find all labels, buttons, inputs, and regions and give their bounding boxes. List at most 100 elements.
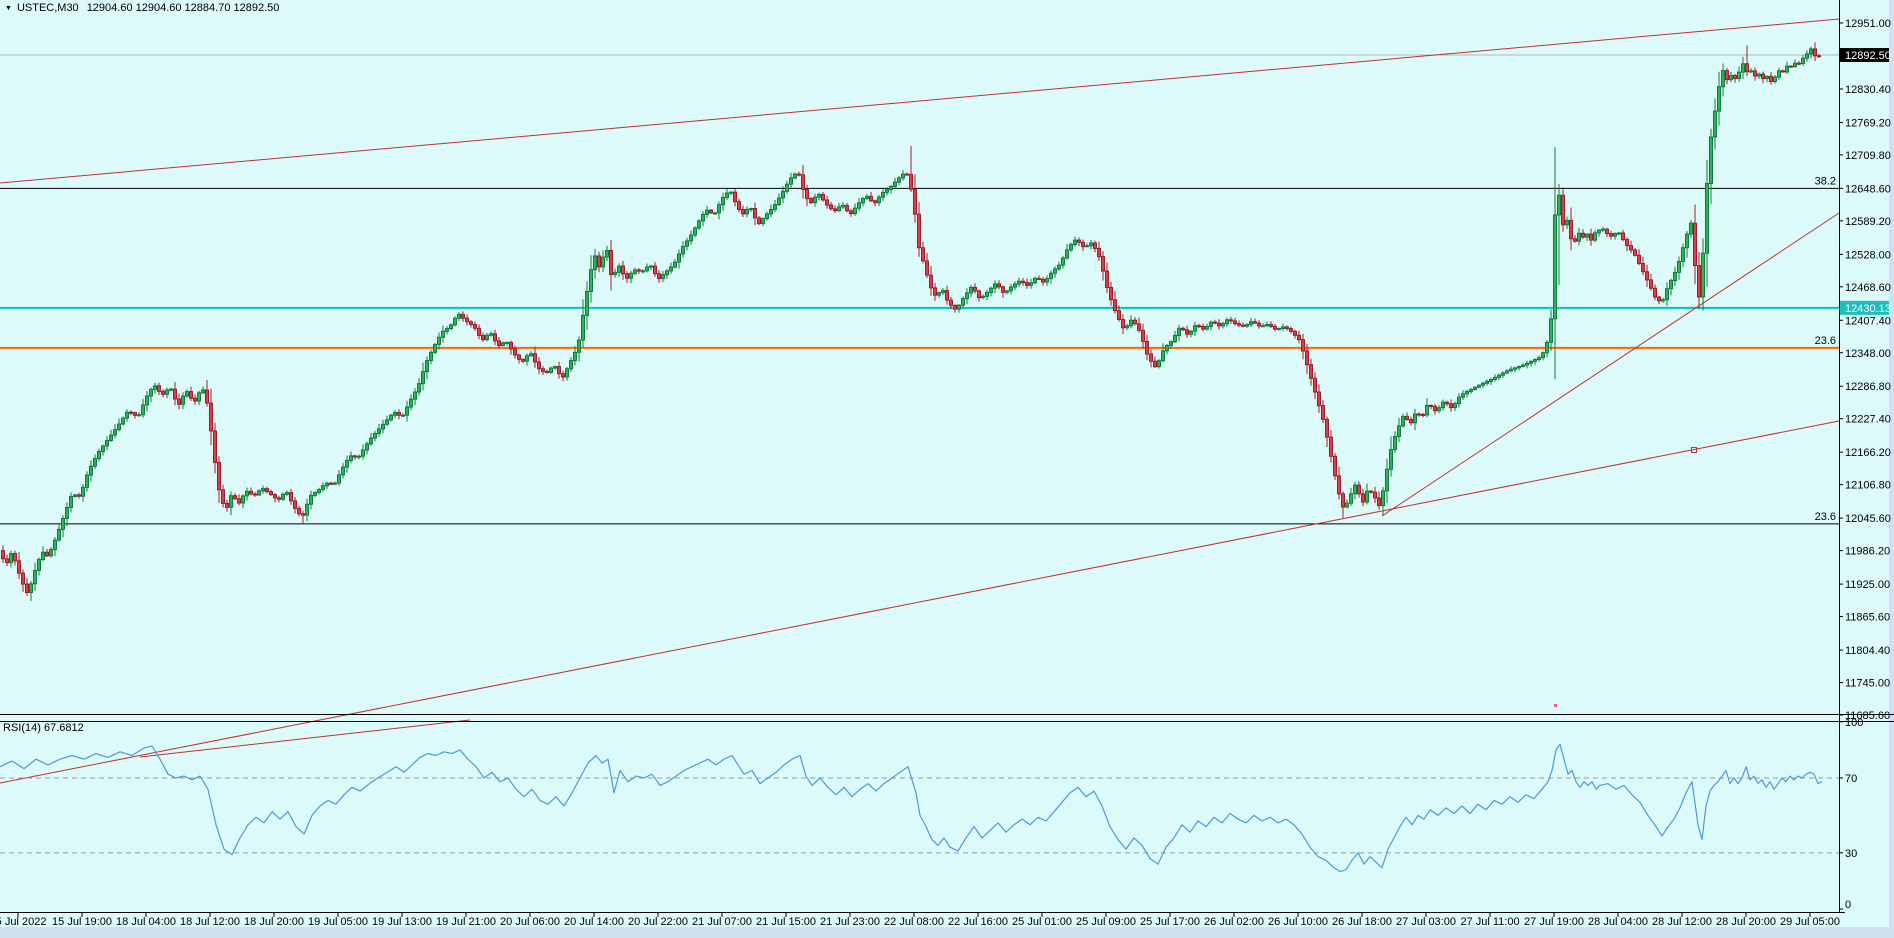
time-tick-label: 15 Jul 19:00: [52, 916, 112, 928]
candle: [917, 213, 921, 249]
trendline[interactable]: [139, 719, 471, 758]
candle: [1757, 73, 1761, 77]
candle: [541, 368, 545, 372]
symbol-dropdown-icon[interactable]: ▼: [5, 4, 12, 12]
candle: [1325, 418, 1329, 438]
candle: [237, 498, 241, 504]
candle: [1509, 368, 1513, 372]
rsi-scale[interactable]: 100 70 30 0: [1839, 717, 1863, 911]
candle: [169, 388, 173, 391]
candle: [829, 204, 833, 210]
candle: [729, 191, 733, 194]
candle: [933, 287, 937, 296]
candle: [605, 249, 609, 258]
candle: [693, 227, 697, 236]
candle: [273, 494, 277, 499]
candle: [629, 272, 633, 279]
candle: [1721, 70, 1725, 88]
candle: [401, 414, 405, 417]
candle: [1001, 286, 1005, 293]
candle: [1561, 194, 1565, 226]
candle: [1177, 327, 1181, 336]
candle: [1089, 242, 1093, 247]
candle: [21, 572, 25, 585]
candle: [1717, 86, 1721, 112]
time-tick-label: 29 Jul 05:00: [1780, 916, 1840, 928]
candle: [5, 558, 9, 564]
candle: [681, 245, 685, 255]
candle: [785, 183, 789, 192]
time-tick-label: 25 Jul 01:00: [1012, 916, 1072, 928]
candle: [705, 209, 709, 215]
candle: [1489, 378, 1493, 382]
price-tick-label: 11745.00: [1845, 678, 1890, 690]
candle: [833, 208, 837, 212]
candle: [621, 265, 625, 275]
candle: [921, 247, 925, 262]
candle: [893, 181, 897, 188]
candle: [593, 255, 597, 271]
candle: [1805, 53, 1809, 59]
candle: [1321, 405, 1325, 420]
plot-borders: [0, 0, 1845, 913]
candle: [1033, 277, 1037, 284]
trendline-handle[interactable]: [1691, 447, 1697, 453]
candle: [1057, 264, 1061, 270]
candle: [1161, 350, 1165, 362]
candle: [1701, 252, 1705, 298]
candle: [1685, 233, 1689, 249]
trendline[interactable]: [0, 420, 1840, 784]
candle: [1221, 323, 1225, 327]
candle: [557, 366, 561, 375]
price-tick-label: 12407.40: [1845, 315, 1891, 327]
time-tick-label: 27 Jul 11:00: [1460, 916, 1519, 928]
candle: [873, 200, 877, 204]
candle: [137, 414, 141, 417]
candle: [1637, 254, 1641, 264]
candle: [453, 317, 457, 326]
price-axis[interactable]: 12951.00 12830.40 12769.20 12709.80 12648.60…: [1839, 18, 1891, 722]
candle: [1165, 345, 1169, 352]
candle: [1385, 468, 1389, 492]
candle: [1025, 282, 1029, 286]
time-axis[interactable]: 15 Jul 2022 15 Jul 19:00 18 Jul 04:00 18 Ju…: [0, 913, 1840, 928]
trendlines-layer: [0, 18, 1840, 784]
candle: [349, 455, 353, 461]
candle: [9, 553, 13, 564]
trendline[interactable]: [1381, 212, 1840, 517]
price-tick-label: 11685.60: [1845, 710, 1890, 722]
candle: [1613, 232, 1617, 237]
candle: [1353, 484, 1357, 495]
candle: [1105, 270, 1109, 288]
candle: [1609, 233, 1613, 237]
candle: [1293, 330, 1297, 336]
candle: [493, 333, 497, 342]
candle: [129, 411, 133, 414]
time-tick-label: 28 Jul 04:00: [1588, 916, 1648, 928]
time-tick-label: 25 Jul 17:00: [1140, 916, 1200, 928]
candle: [1245, 323, 1249, 327]
price-tick-label: 12468.60: [1845, 282, 1891, 294]
candle: [749, 208, 753, 211]
rsi-indicator-label: RSI(14) 67.6812: [3, 722, 84, 734]
candle: [1037, 277, 1041, 280]
price-tick-label: 12951.00: [1845, 18, 1891, 30]
candles-layer: [1, 42, 1821, 602]
candle: [1041, 278, 1045, 283]
candle: [1097, 247, 1101, 258]
time-tick-label: 19 Jul 13:00: [372, 916, 432, 928]
candle: [373, 432, 377, 439]
candle: [1157, 360, 1161, 368]
candle: [1309, 364, 1313, 379]
candle: [1133, 319, 1137, 325]
candle: [1633, 249, 1637, 256]
price-tick-label: 11925.00: [1845, 579, 1890, 591]
rsi-tick-label: 30: [1845, 848, 1857, 860]
trendline[interactable]: [0, 18, 1840, 184]
candle: [1329, 436, 1333, 457]
candle: [269, 491, 273, 496]
candle: [1513, 367, 1517, 370]
candle: [1141, 329, 1145, 342]
